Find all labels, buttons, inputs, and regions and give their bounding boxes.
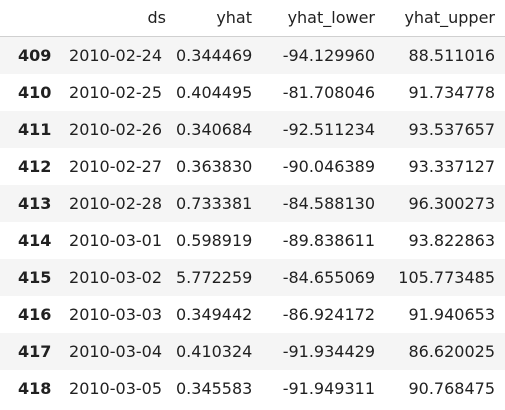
cell-yhat: 5.772259 xyxy=(176,268,253,287)
row-index: 411 xyxy=(18,120,52,139)
table-row: 413 2010-02-28 0.733381 -84.588130 96.300273 xyxy=(0,185,505,222)
table-row: 412 2010-02-27 0.363830 -90.046389 93.337127 xyxy=(0,148,505,185)
row-index: 418 xyxy=(18,379,52,398)
cell-yhat-lower: -84.655069 xyxy=(282,268,375,287)
cell-yhat: 0.733381 xyxy=(176,194,253,213)
row-index: 413 xyxy=(18,194,52,213)
row-index: 415 xyxy=(18,268,52,287)
cell-yhat-lower: -86.924172 xyxy=(282,305,375,324)
cell-ds: 2010-03-04 xyxy=(69,342,162,361)
cell-ds: 2010-03-01 xyxy=(69,231,162,250)
column-header-yhat: yhat xyxy=(176,0,262,37)
cell-yhat-lower: -91.949311 xyxy=(282,379,375,398)
cell-ds: 2010-03-05 xyxy=(69,379,162,398)
cell-yhat-lower: -81.708046 xyxy=(282,83,375,102)
table-row: 416 2010-03-03 0.349442 -86.924172 91.940653 xyxy=(0,296,505,333)
row-index: 409 xyxy=(18,46,52,65)
column-header-yhat-lower: yhat_lower xyxy=(262,0,385,37)
cell-yhat: 0.404495 xyxy=(176,83,253,102)
cell-ds: 2010-02-25 xyxy=(69,83,162,102)
cell-yhat: 0.598919 xyxy=(176,231,253,250)
cell-yhat-lower: -91.934429 xyxy=(282,342,375,361)
row-index: 412 xyxy=(18,157,52,176)
table-header: ds yhat yhat_lower yhat_upper xyxy=(0,0,505,37)
table-row: 409 2010-02-24 0.344469 -94.129960 88.511016 xyxy=(0,36,505,74)
table-row: 418 2010-03-05 0.345583 -91.949311 90.768475 xyxy=(0,370,505,407)
cell-yhat: 0.345583 xyxy=(176,379,253,398)
row-index: 410 xyxy=(18,83,52,102)
cell-yhat-upper: 105.773485 xyxy=(398,268,495,287)
table-row: 411 2010-02-26 0.340684 -92.511234 93.537657 xyxy=(0,111,505,148)
column-header-ds: ds xyxy=(62,0,176,37)
table-row: 417 2010-03-04 0.410324 -91.934429 86.620025 xyxy=(0,333,505,370)
table-row: 415 2010-03-02 5.772259 -84.655069 105.77348… xyxy=(0,259,505,296)
cell-yhat-lower: -89.838611 xyxy=(282,231,375,250)
cell-yhat-lower: -92.511234 xyxy=(282,120,375,139)
row-index: 416 xyxy=(18,305,52,324)
cell-ds: 2010-02-26 xyxy=(69,120,162,139)
cell-ds: 2010-02-28 xyxy=(69,194,162,213)
cell-yhat-upper: 93.537657 xyxy=(408,120,495,139)
table-row: 410 2010-02-25 0.404495 -81.708046 91.734778 xyxy=(0,74,505,111)
index-header xyxy=(0,0,62,37)
cell-yhat-upper: 96.300273 xyxy=(408,194,495,213)
row-index: 417 xyxy=(18,342,52,361)
cell-ds: 2010-03-03 xyxy=(69,305,162,324)
cell-yhat-upper: 91.734778 xyxy=(408,83,495,102)
cell-yhat-upper: 86.620025 xyxy=(408,342,495,361)
cell-yhat-lower: -94.129960 xyxy=(282,46,375,65)
cell-yhat-upper: 90.768475 xyxy=(408,379,495,398)
cell-yhat-upper: 88.511016 xyxy=(408,46,495,65)
cell-yhat-lower: -90.046389 xyxy=(282,157,375,176)
table-body: 409 2010-02-24 0.344469 -94.129960 88.511016… xyxy=(0,36,505,407)
cell-yhat-lower: -84.588130 xyxy=(282,194,375,213)
row-index: 414 xyxy=(18,231,52,250)
cell-ds: 2010-02-24 xyxy=(69,46,162,65)
cell-yhat-upper: 93.822863 xyxy=(408,231,495,250)
cell-yhat-upper: 91.940653 xyxy=(408,305,495,324)
cell-yhat: 0.349442 xyxy=(176,305,253,324)
cell-ds: 2010-02-27 xyxy=(69,157,162,176)
cell-ds: 2010-03-02 xyxy=(69,268,162,287)
cell-yhat: 0.410324 xyxy=(176,342,253,361)
cell-yhat: 0.363830 xyxy=(176,157,253,176)
cell-yhat-upper: 93.337127 xyxy=(408,157,495,176)
cell-yhat: 0.344469 xyxy=(176,46,253,65)
cell-yhat: 0.340684 xyxy=(176,120,253,139)
table-row: 414 2010-03-01 0.598919 -89.838611 93.822863 xyxy=(0,222,505,259)
header-row: ds yhat yhat_lower yhat_upper xyxy=(0,0,505,37)
column-header-yhat-upper: yhat_upper xyxy=(385,0,505,37)
